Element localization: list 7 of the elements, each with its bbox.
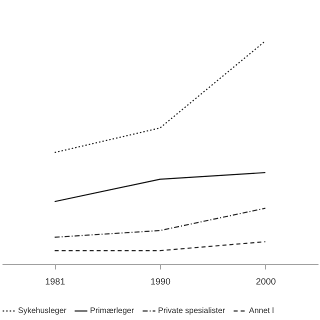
legend-label: Annet l [249, 306, 274, 315]
legend-label: Sykehusleger [18, 306, 67, 315]
legend-label: Private spesialister [158, 306, 226, 315]
legend-label: Primærleger [90, 306, 134, 315]
x-tick-label: 2000 [256, 276, 276, 286]
x-tick-label: 1981 [45, 276, 66, 286]
x-tick-label: 1990 [150, 276, 171, 286]
